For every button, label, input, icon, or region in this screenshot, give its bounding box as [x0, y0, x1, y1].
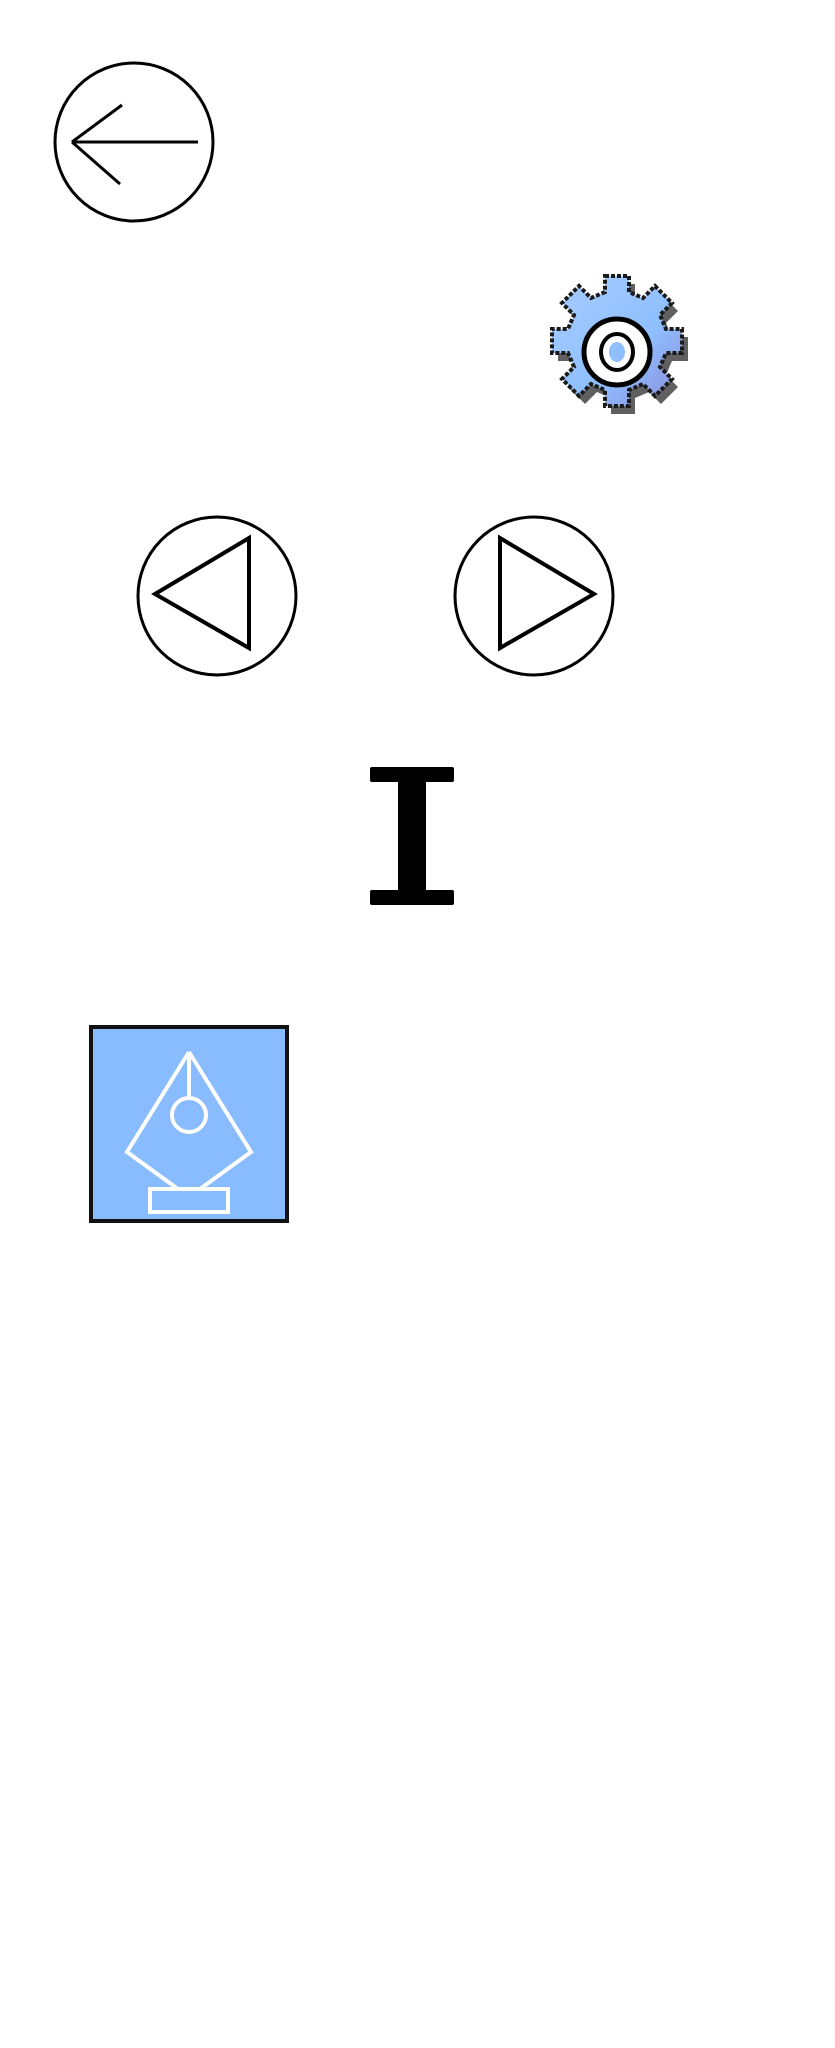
triangle-left-icon: [136, 515, 298, 677]
arrow-left-icon: [53, 61, 215, 223]
previous-button[interactable]: [135, 514, 299, 678]
i-beam-icon: [370, 767, 454, 905]
pen-tool-button[interactable]: [88, 1024, 290, 1224]
pen-nib-icon: [89, 1025, 289, 1223]
back-button[interactable]: [52, 60, 216, 224]
triangle-right-icon: [453, 515, 615, 677]
next-button[interactable]: [452, 514, 616, 678]
gear-icon: [550, 274, 688, 414]
settings-button[interactable]: [535, 268, 699, 436]
text-cursor-tool[interactable]: [368, 764, 458, 908]
